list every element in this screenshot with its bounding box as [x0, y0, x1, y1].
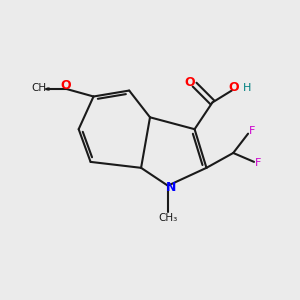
- Text: CH₃: CH₃: [158, 213, 178, 223]
- Text: H: H: [243, 83, 251, 93]
- Text: O: O: [228, 81, 238, 94]
- Text: O: O: [184, 76, 194, 89]
- Text: CH₃: CH₃: [31, 82, 50, 93]
- Text: O: O: [60, 79, 70, 92]
- Text: N: N: [166, 181, 176, 194]
- Text: F: F: [255, 158, 262, 168]
- Text: F: F: [249, 126, 256, 136]
